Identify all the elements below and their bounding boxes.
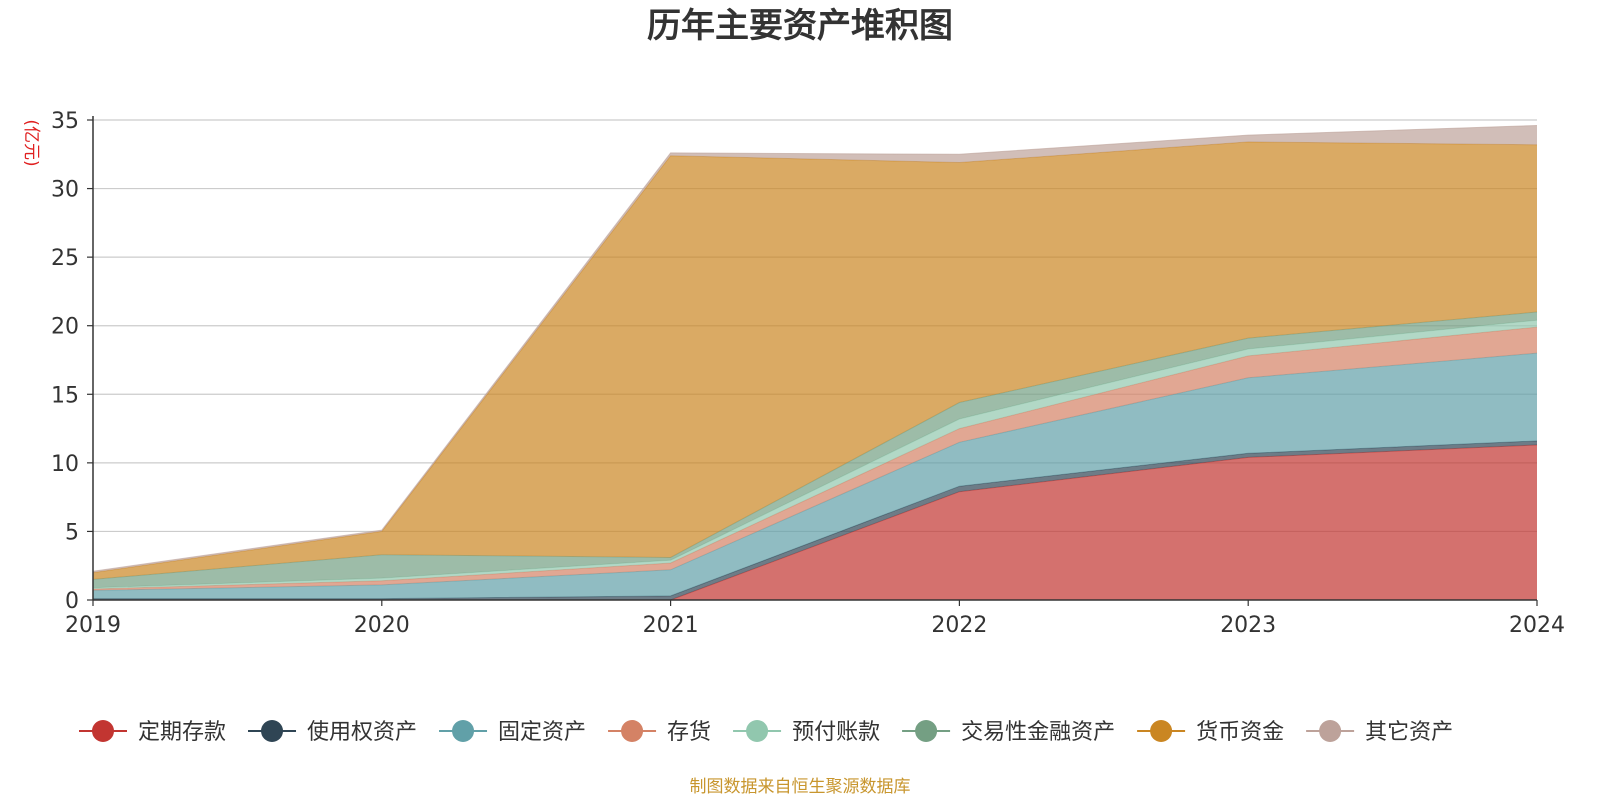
legend-item-0[interactable]: 定期存款 <box>79 720 226 745</box>
source-note: 制图数据来自恒生聚源数据库 <box>690 777 911 797</box>
legend[interactable]: 定期存款 使用权资产 固定资产 存货 预付账款 交易性金融资产 货币资金 其它资产 <box>79 720 1453 745</box>
legend-marker <box>261 720 284 742</box>
series-line-7 <box>92 125 1538 572</box>
legend-item-7[interactable]: 其它资产 <box>1306 720 1453 745</box>
y-axis-unit: (亿元) <box>21 119 41 166</box>
area-series-0 <box>93 445 1537 600</box>
x-tick-label: 2024 <box>1509 613 1565 638</box>
area-series-2 <box>93 353 1537 599</box>
legend-label: 货币资金 <box>1196 720 1284 745</box>
y-tick-label: 5 <box>65 520 79 545</box>
y-tick-label: 20 <box>51 315 79 340</box>
x-tick-label: 2023 <box>1220 613 1276 638</box>
legend-marker <box>1150 720 1173 742</box>
legend-item-4[interactable]: 预付账款 <box>733 720 880 745</box>
legend-item-2[interactable]: 固定资产 <box>439 720 586 745</box>
legend-marker <box>746 720 769 742</box>
legend-marker <box>915 720 938 742</box>
axes: 0 5 10 15 20 25 30 35 2019 2020 2021 2022 2023 2024 <box>51 109 1565 638</box>
area-series-3 <box>93 327 1537 591</box>
legend-label: 交易性金融资产 <box>961 720 1115 745</box>
legend-label: 存货 <box>667 720 711 745</box>
y-tick-label: 30 <box>51 178 79 203</box>
legend-item-5[interactable]: 交易性金融资产 <box>902 720 1115 745</box>
legend-marker <box>452 720 475 742</box>
legend-label: 其它资产 <box>1365 720 1453 745</box>
y-tick-label: 10 <box>51 452 79 477</box>
y-tick-label: 25 <box>51 246 79 271</box>
area-series-6 <box>93 141 1537 580</box>
x-tick-label: 2022 <box>931 613 987 638</box>
legend-marker <box>1319 720 1342 742</box>
legend-label: 使用权资产 <box>307 720 417 745</box>
y-tick-label: 15 <box>51 383 79 408</box>
y-tick-label: 0 <box>65 589 79 614</box>
chart-title: 历年主要资产堆积图 <box>647 6 953 46</box>
x-tick-label: 2021 <box>643 613 699 638</box>
y-tick-label: 35 <box>51 109 79 134</box>
legend-item-1[interactable]: 使用权资产 <box>248 720 417 745</box>
x-tick-label: 2020 <box>354 613 410 638</box>
legend-marker <box>621 720 644 742</box>
legend-label: 预付账款 <box>792 720 880 745</box>
legend-label: 定期存款 <box>138 720 226 745</box>
legend-label: 固定资产 <box>498 720 586 745</box>
legend-item-3[interactable]: 存货 <box>608 720 711 745</box>
x-tick-label: 2019 <box>65 613 121 638</box>
area-series <box>92 125 1538 601</box>
legend-item-6[interactable]: 货币资金 <box>1137 720 1284 745</box>
legend-marker <box>92 720 114 742</box>
